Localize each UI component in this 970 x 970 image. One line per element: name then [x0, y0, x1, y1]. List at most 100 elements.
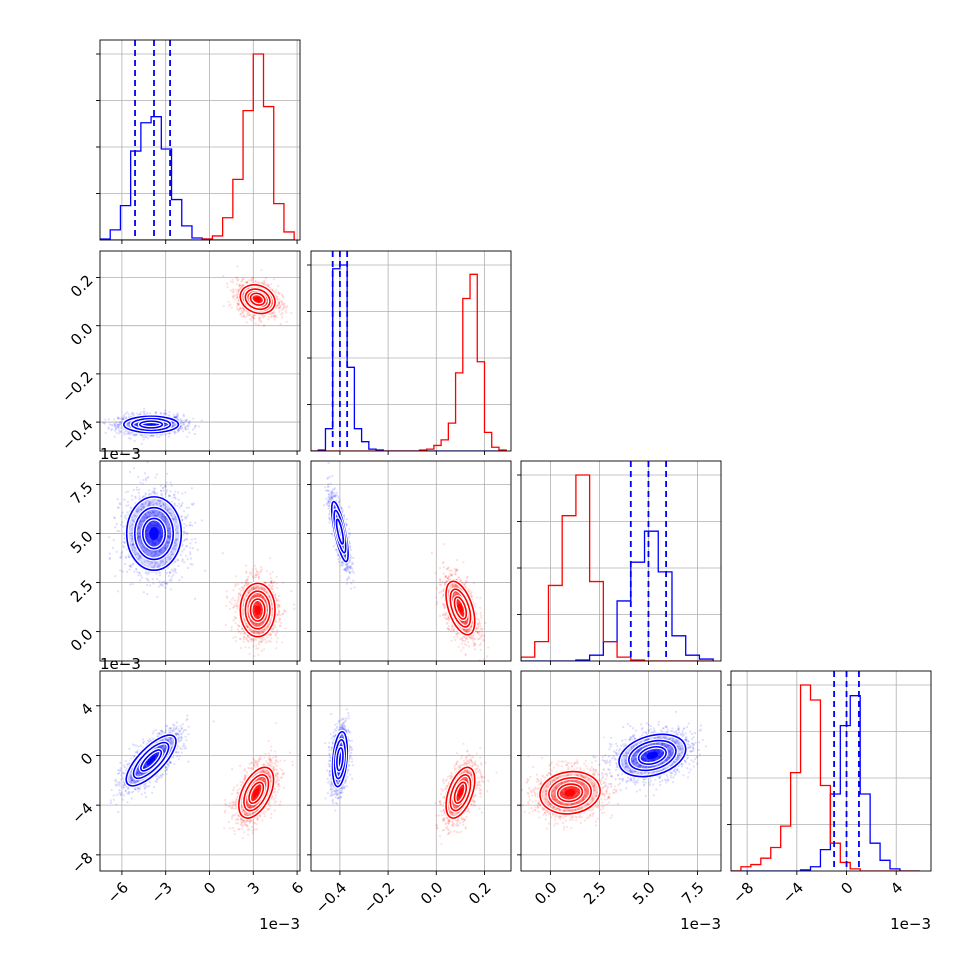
scatter-point: [159, 549, 162, 553]
scatter-point: [204, 569, 207, 572]
scatter-point: [278, 291, 281, 294]
scatter-point: [146, 548, 149, 552]
contour-line: [122, 415, 180, 434]
scatter-point: [189, 562, 192, 566]
scatter-point: [236, 293, 239, 296]
scatter-point: [260, 298, 264, 302]
scatter-point: [156, 539, 159, 542]
scatter-point: [94, 418, 96, 420]
scatter-point: [252, 277, 255, 280]
scatter-point: [171, 575, 174, 578]
scatter-point: [165, 571, 169, 575]
scatter-point: [124, 430, 128, 433]
scatter-point: [145, 516, 148, 519]
scatter-point: [130, 565, 133, 569]
scatter-point: [141, 505, 144, 509]
scatter-point: [169, 570, 172, 573]
scatter-point: [190, 538, 194, 541]
scatter-point: [186, 427, 189, 431]
scatter-point: [276, 304, 280, 307]
scatter-point: [192, 417, 195, 420]
scatter-point: [168, 511, 171, 514]
scatter-point: [148, 511, 151, 514]
scatter-point: [230, 602, 233, 605]
scatter-point: [158, 580, 161, 583]
scatter-point: [126, 424, 129, 427]
scatter-point: [127, 413, 131, 416]
scatter-point: [128, 568, 131, 571]
scatter-point: [121, 550, 124, 554]
scatter-point: [131, 412, 134, 416]
scatter-point: [245, 281, 248, 284]
scatter-point: [168, 579, 171, 582]
scatter-point: [133, 439, 136, 442]
scatter-point: [173, 430, 176, 434]
scatter-point: [115, 427, 118, 430]
scatter-point: [116, 417, 120, 420]
scatter-point: [238, 287, 241, 290]
scatter-point: [185, 544, 189, 548]
scatter-point: [113, 516, 116, 520]
scatter-point: [169, 490, 172, 493]
scatter-point: [126, 432, 130, 435]
scatter-point: [162, 584, 165, 587]
scatter-point: [176, 416, 179, 419]
scatter-point: [254, 567, 257, 570]
scatter-point: [117, 416, 120, 419]
scatter-point: [112, 422, 115, 426]
scatter-point: [242, 283, 245, 286]
scatter-point: [186, 566, 190, 570]
scatter-point: [132, 488, 135, 491]
scatter-point: [147, 549, 151, 552]
scatter-point: [280, 293, 284, 296]
scatter-point: [139, 411, 143, 414]
scatter-point: [134, 553, 137, 557]
scatter-point: [184, 554, 188, 557]
scatter-point: [260, 321, 263, 324]
scatter-point: [132, 466, 136, 470]
scatter-point: [146, 578, 149, 581]
scatter-point: [234, 298, 237, 301]
scatter-point: [254, 280, 257, 283]
scatter-point: [225, 282, 229, 285]
scatter-point: [271, 630, 275, 634]
scatter-point: [229, 289, 233, 292]
scatter-point: [165, 583, 168, 586]
scatter-point: [275, 575, 278, 579]
scatter-point: [118, 421, 121, 424]
scatter-point: [271, 312, 274, 315]
scatter-point: [148, 502, 151, 505]
scatter-point: [240, 309, 243, 312]
scatter-point: [157, 522, 160, 525]
scatter-point: [143, 412, 146, 415]
scatter-point: [148, 541, 151, 544]
scatter-point: [239, 312, 243, 315]
scatter-point: [140, 434, 143, 437]
scatter-point: [159, 411, 162, 415]
scatter-point: [276, 637, 279, 640]
scatter-point: [117, 417, 120, 420]
scatter-point: [240, 581, 244, 584]
scatter-point: [273, 314, 276, 317]
scatter-point: [230, 280, 233, 283]
scatter-point: [252, 298, 255, 301]
scatter-point: [118, 502, 121, 505]
scatter-point: [238, 285, 241, 288]
scatter-point: [126, 511, 129, 514]
scatter-point: [182, 421, 186, 424]
scatter-point: [153, 491, 156, 495]
scatter-point: [136, 533, 139, 536]
scatter-point: [155, 503, 159, 506]
scatter-point: [180, 420, 183, 423]
scatter-point: [170, 577, 173, 580]
scatter-point: [178, 427, 182, 430]
scatter-point: [110, 429, 113, 432]
scatter-point: [262, 324, 266, 328]
scatter-point: [126, 423, 130, 427]
scatter-point: [278, 292, 281, 296]
scatter-point: [125, 416, 128, 419]
scatter-point: [184, 426, 187, 429]
scatter-point: [133, 433, 136, 436]
scatter-point: [246, 311, 249, 314]
scatter-point: [248, 652, 251, 655]
